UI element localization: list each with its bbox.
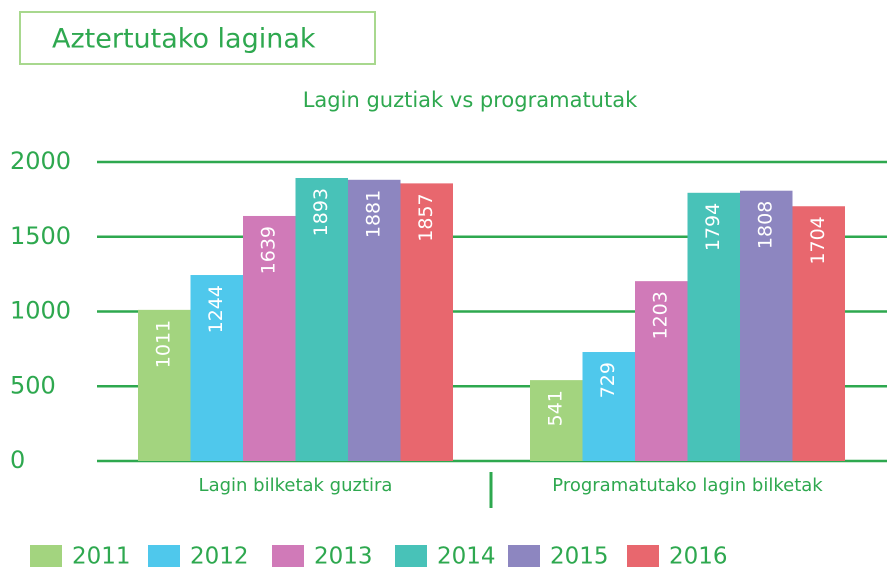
header: Aztertutako laginak — [52, 24, 316, 55]
y-tick-label: 500 — [10, 371, 56, 399]
bar — [295, 177, 348, 461]
value-label: 1881 — [363, 190, 385, 238]
legend-label: 2014 — [437, 544, 496, 570]
bar — [582, 352, 635, 461]
value-label: 729 — [597, 362, 619, 398]
value-label: 1244 — [205, 285, 227, 333]
legend-label: 2016 — [669, 544, 728, 570]
legend-swatch — [148, 545, 180, 567]
value-label: 1857 — [415, 193, 437, 241]
value-label: 1893 — [310, 188, 332, 236]
y-tick-label: 0 — [10, 446, 25, 474]
value-label: 1704 — [807, 216, 829, 264]
bar — [792, 206, 845, 461]
value-label: 541 — [545, 390, 567, 426]
header-box — [19, 11, 376, 65]
bar — [687, 192, 740, 461]
y-tick-label: 2000 — [10, 147, 71, 175]
x-tick-label: Programatutako lagin bilketak — [552, 475, 823, 496]
legend-swatch — [30, 545, 62, 567]
value-label: 1639 — [258, 226, 280, 274]
legend-swatch — [508, 545, 540, 567]
value-label: 1808 — [755, 201, 777, 249]
value-label: 1203 — [650, 291, 672, 339]
bar — [530, 380, 583, 461]
bar — [400, 183, 453, 462]
legend-label: 2015 — [550, 544, 609, 570]
legend-label: 2012 — [190, 544, 249, 570]
bar — [635, 281, 688, 461]
legend-swatch — [395, 545, 427, 567]
bar — [138, 309, 191, 461]
bar — [243, 215, 296, 461]
bar — [348, 179, 401, 461]
bar — [190, 275, 243, 461]
legend-label: 2013 — [314, 544, 373, 570]
value-label: 1794 — [702, 203, 724, 251]
x-tick-label: Lagin bilketak guztira — [199, 475, 393, 496]
legend-label: 2011 — [72, 544, 131, 570]
chart-title: Lagin guztiak vs programatutak — [303, 88, 638, 112]
y-tick-label: 1000 — [10, 297, 71, 325]
legend-swatch — [627, 545, 659, 567]
legend-swatch — [272, 545, 304, 567]
bar — [740, 190, 793, 462]
y-tick-label: 1500 — [10, 222, 71, 250]
value-label: 1011 — [153, 320, 175, 368]
